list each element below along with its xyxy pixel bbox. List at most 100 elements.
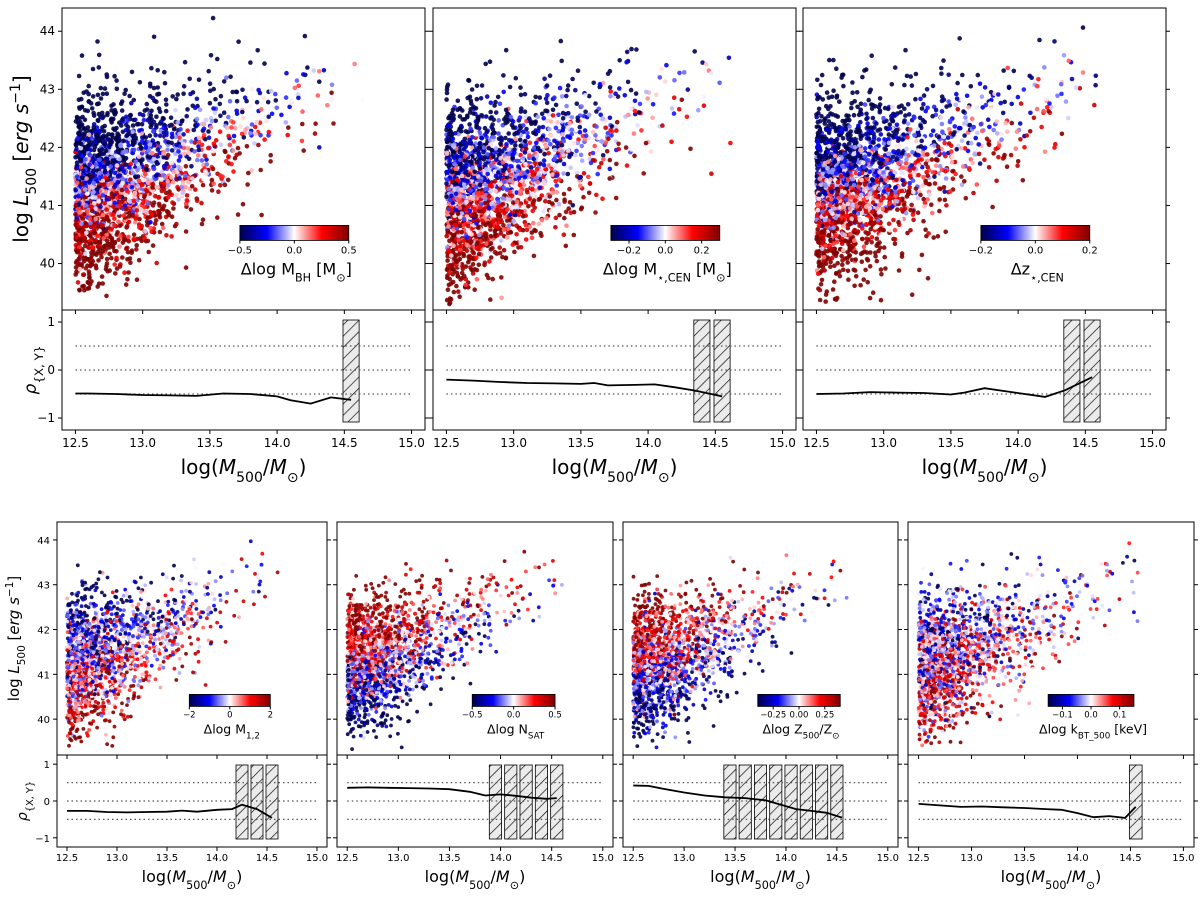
scatter-point <box>578 183 583 188</box>
scatter-point <box>604 149 610 154</box>
scatter-point <box>77 132 82 137</box>
scatter-point <box>123 127 129 133</box>
scatter-point <box>633 91 639 96</box>
scatter-point <box>508 212 513 217</box>
scatter-point <box>125 257 130 262</box>
scatter-point <box>268 88 274 94</box>
scatter-point <box>496 131 501 136</box>
scatter-point <box>128 112 133 118</box>
scatter-point <box>255 48 260 53</box>
scatter-point <box>78 145 84 151</box>
corr-y-tick-label: 0 <box>47 363 55 377</box>
scatter-point <box>474 96 480 102</box>
scatter-point <box>488 234 494 239</box>
scatter-point <box>556 112 561 118</box>
scatter-point <box>509 193 515 198</box>
scatter-point <box>94 211 100 217</box>
scatter-point <box>453 166 459 171</box>
scatter-point <box>89 208 95 214</box>
scatter-point <box>161 155 166 160</box>
scatter-point <box>96 118 101 124</box>
scatter-point <box>864 111 869 117</box>
scatter-point <box>451 243 456 248</box>
scatter-point <box>221 79 227 84</box>
scatter-point <box>152 98 157 103</box>
scatter-point <box>148 113 154 118</box>
scatter-point <box>533 100 538 106</box>
scatter-point <box>478 96 484 101</box>
scatter-point <box>131 147 137 153</box>
scatter-point <box>123 162 128 167</box>
scatter-point <box>162 69 167 75</box>
scatter-point <box>523 138 528 144</box>
scatter-point <box>73 218 79 224</box>
scatter-point <box>490 276 496 282</box>
scatter-point <box>939 71 944 76</box>
scatter-point <box>520 227 526 233</box>
scatter-point <box>485 220 491 226</box>
scatter-point <box>199 221 205 227</box>
scatter-point <box>541 180 547 185</box>
scatter-point <box>130 213 135 218</box>
scatter-point <box>465 178 470 184</box>
scatter-point <box>227 142 233 148</box>
scatter-point <box>129 185 135 190</box>
scatter-point <box>82 117 88 123</box>
scatter-point <box>465 243 470 248</box>
scatter-point <box>211 106 216 111</box>
scatter-point <box>211 86 216 92</box>
scatter-point <box>145 154 150 159</box>
scatter-point <box>190 176 195 181</box>
scatter-point <box>81 283 87 289</box>
colorbar <box>610 225 721 241</box>
scatter-point <box>106 241 111 247</box>
scatter-point <box>83 157 88 162</box>
scatter-point <box>461 147 467 152</box>
scatter-point <box>211 181 216 187</box>
scatter-point <box>559 142 565 148</box>
scatter-point <box>171 126 177 132</box>
scatter-point <box>133 159 138 164</box>
scatter-point <box>493 232 498 237</box>
scatter-point <box>518 125 523 131</box>
scatter-point <box>575 118 581 123</box>
scatter-point <box>579 205 585 210</box>
scatter-point <box>152 221 158 226</box>
scatter-point <box>124 122 129 127</box>
scatter-point <box>467 137 472 143</box>
scatter-point <box>616 146 621 152</box>
scatter-point <box>1042 65 1047 70</box>
scatter-point <box>81 90 86 95</box>
scatter-point <box>83 265 89 271</box>
hatched-bin <box>693 319 711 423</box>
scatter-point <box>558 38 564 44</box>
scatter-point <box>637 101 643 107</box>
x-tick-label: 15.0 <box>398 436 425 450</box>
scatter-point <box>581 194 586 200</box>
scatter-point <box>77 210 82 215</box>
scatter-point <box>207 81 213 86</box>
scatter-point <box>92 230 97 235</box>
scatter-point <box>286 125 291 130</box>
scatter-point <box>77 106 83 111</box>
scatter-point <box>150 150 155 156</box>
scatter-point <box>475 118 481 123</box>
scatter-point <box>273 91 278 97</box>
scatter-point <box>488 241 494 246</box>
scatter-point <box>497 245 503 250</box>
scatter-point <box>550 107 556 113</box>
scatter-point <box>209 118 215 124</box>
scatter-point <box>463 282 469 288</box>
scatter-point <box>144 209 149 215</box>
scatter-point <box>204 162 210 167</box>
scatter-point <box>153 132 158 138</box>
scatter-point <box>496 118 502 123</box>
scatter-point <box>535 145 541 151</box>
x-tick-label: 14.5 <box>331 436 358 450</box>
scatter-point <box>213 118 218 124</box>
scatter-point <box>87 162 92 167</box>
scatter-point <box>164 233 169 238</box>
scatter-point <box>294 78 300 83</box>
scatter-point <box>90 94 96 99</box>
